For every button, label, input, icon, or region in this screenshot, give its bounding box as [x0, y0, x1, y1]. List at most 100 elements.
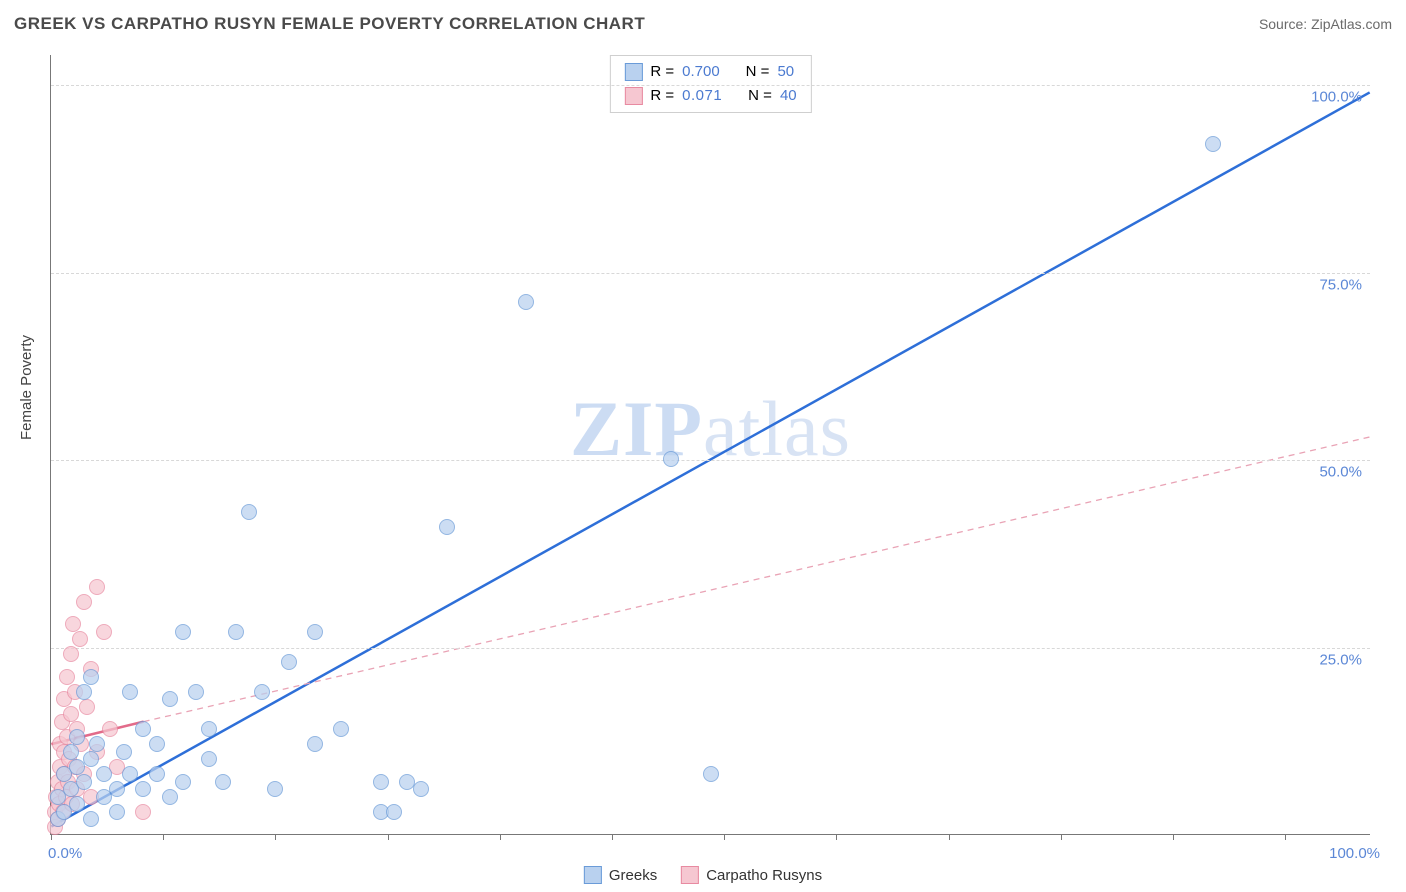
x-tick-mark	[1173, 834, 1174, 840]
scatter-point	[122, 684, 138, 700]
y-tick-label: 75.0%	[1319, 276, 1362, 293]
scatter-point	[254, 684, 270, 700]
scatter-point	[175, 624, 191, 640]
y-axis-label: Female Poverty	[18, 335, 35, 440]
scatter-point	[1205, 136, 1221, 152]
scatter-point	[439, 519, 455, 535]
legend-series: Greeks Carpatho Rusyns	[584, 866, 822, 884]
r-prefix: R =	[650, 60, 674, 84]
scatter-point	[241, 504, 257, 520]
r-prefix: R =	[650, 84, 674, 108]
scatter-point	[201, 751, 217, 767]
scatter-point	[89, 736, 105, 752]
trend-lines-layer	[51, 55, 1370, 834]
scatter-point	[228, 624, 244, 640]
scatter-point	[413, 781, 429, 797]
scatter-point	[149, 766, 165, 782]
scatter-point	[63, 744, 79, 760]
x-tick-mark	[724, 834, 725, 840]
scatter-point	[89, 579, 105, 595]
scatter-point	[63, 706, 79, 722]
scatter-point	[175, 774, 191, 790]
scatter-point	[162, 691, 178, 707]
scatter-point	[518, 294, 534, 310]
scatter-point	[83, 811, 99, 827]
scatter-point	[96, 766, 112, 782]
scatter-point	[267, 781, 283, 797]
x-max-label: 100.0%	[1329, 845, 1380, 862]
r-value-carpatho: 0.071	[682, 84, 722, 108]
swatch-carpatho-bottom	[681, 866, 699, 884]
scatter-point	[373, 774, 389, 790]
scatter-point	[162, 789, 178, 805]
n-value-greeks: 50	[777, 60, 794, 84]
gridline-horizontal	[51, 273, 1370, 274]
scatter-point	[83, 669, 99, 685]
n-prefix: N =	[746, 60, 770, 84]
scatter-point	[76, 594, 92, 610]
scatter-point	[135, 721, 151, 737]
scatter-point	[59, 669, 75, 685]
legend-row-carpatho: R = 0.071 N = 40	[624, 84, 796, 108]
scatter-point	[76, 774, 92, 790]
legend-correlation-box: R = 0.700 N = 50 R = 0.071 N = 40	[609, 55, 811, 113]
scatter-point	[63, 646, 79, 662]
gridline-horizontal	[51, 460, 1370, 461]
scatter-point	[109, 781, 125, 797]
legend-item-greeks: Greeks	[584, 866, 657, 884]
scatter-point	[102, 721, 118, 737]
scatter-point	[96, 624, 112, 640]
scatter-point	[386, 804, 402, 820]
scatter-point	[281, 654, 297, 670]
scatter-point	[215, 774, 231, 790]
legend-item-carpatho: Carpatho Rusyns	[681, 866, 822, 884]
x-tick-mark	[163, 834, 164, 840]
legend-label-carpatho: Carpatho Rusyns	[706, 867, 822, 884]
chart-source: Source: ZipAtlas.com	[1259, 16, 1392, 32]
n-value-carpatho: 40	[780, 84, 797, 108]
x-origin-label: 0.0%	[48, 845, 82, 862]
plot-area: ZIPatlas R = 0.700 N = 50 R = 0.071 N = …	[50, 55, 1370, 835]
scatter-point	[201, 721, 217, 737]
scatter-point	[333, 721, 349, 737]
x-tick-mark	[388, 834, 389, 840]
scatter-point	[149, 736, 165, 752]
scatter-point	[663, 451, 679, 467]
scatter-point	[122, 766, 138, 782]
scatter-point	[307, 624, 323, 640]
trend-line	[144, 437, 1370, 722]
x-tick-mark	[51, 834, 52, 840]
scatter-point	[83, 751, 99, 767]
scatter-point	[65, 616, 81, 632]
scatter-point	[69, 796, 85, 812]
y-tick-label: 25.0%	[1319, 651, 1362, 668]
scatter-point	[307, 736, 323, 752]
swatch-greeks	[624, 63, 642, 81]
scatter-point	[72, 631, 88, 647]
scatter-point	[109, 804, 125, 820]
scatter-point	[135, 804, 151, 820]
scatter-point	[76, 684, 92, 700]
y-tick-label: 100.0%	[1311, 89, 1362, 106]
scatter-point	[188, 684, 204, 700]
scatter-point	[79, 699, 95, 715]
x-tick-mark	[836, 834, 837, 840]
scatter-point	[703, 766, 719, 782]
chart-title: GREEK VS CARPATHO RUSYN FEMALE POVERTY C…	[14, 14, 645, 34]
swatch-greeks-bottom	[584, 866, 602, 884]
scatter-point	[135, 781, 151, 797]
n-prefix: N =	[748, 84, 772, 108]
legend-label-greeks: Greeks	[609, 867, 657, 884]
scatter-point	[69, 729, 85, 745]
x-tick-mark	[949, 834, 950, 840]
y-tick-label: 50.0%	[1319, 464, 1362, 481]
chart-header: GREEK VS CARPATHO RUSYN FEMALE POVERTY C…	[14, 14, 1392, 34]
x-tick-mark	[1285, 834, 1286, 840]
r-value-greeks: 0.700	[682, 60, 720, 84]
swatch-carpatho	[624, 87, 642, 105]
x-tick-mark	[612, 834, 613, 840]
gridline-horizontal	[51, 85, 1370, 86]
scatter-point	[116, 744, 132, 760]
x-tick-mark	[275, 834, 276, 840]
x-tick-mark	[500, 834, 501, 840]
